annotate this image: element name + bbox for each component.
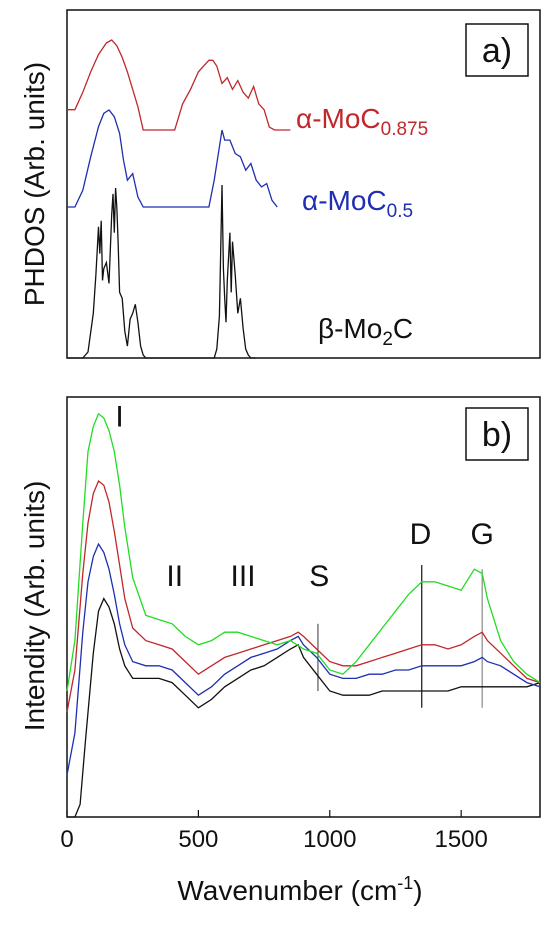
xtick-label-0: 0 xyxy=(60,826,73,853)
peak-label-d: D xyxy=(410,518,432,551)
panel-a-ylabel: PHDOS (Arb. units) xyxy=(19,62,50,306)
series-line-blue xyxy=(66,542,541,776)
peak-label-ii: II xyxy=(166,560,183,593)
panel-a-legend: α-MoC0.875 α-MoC0.5 β-Mo2C xyxy=(296,103,428,350)
panel-b-ylabel: Intendity (Arb. units) xyxy=(19,481,50,732)
xtick-label-1000: 1000 xyxy=(303,826,356,853)
panel-b-peak-labels: III III SD G xyxy=(115,400,493,593)
panel-b: 0 500 1000 1500 III III SD G b) Intendity (Arb… xyxy=(19,396,541,906)
panel-b-markers xyxy=(317,565,483,708)
series-line-green xyxy=(66,412,541,692)
panel-b-label: b) xyxy=(482,416,512,454)
panel-b-xticks: 0 500 1000 1500 xyxy=(60,810,488,853)
panel-b-frame xyxy=(66,396,541,818)
panel-a-frame xyxy=(66,9,541,359)
xtick-label-500: 500 xyxy=(178,826,218,853)
legend-label-mo2c: β-Mo2C xyxy=(318,313,413,350)
peak-label-iii: III xyxy=(231,560,256,593)
peak-label-i: I xyxy=(115,400,123,433)
series-line-moc0-875 xyxy=(67,39,291,131)
series-line-moc0-5 xyxy=(67,109,278,208)
xtick-label-1500: 1500 xyxy=(434,826,487,853)
series-line-black xyxy=(67,597,541,818)
legend-label-moc0-5: α-MoC0.5 xyxy=(302,185,413,222)
panel-a-series-group xyxy=(67,39,291,359)
panel-a-label: a) xyxy=(482,32,512,70)
x-axis-label-tail: ) xyxy=(413,875,422,906)
peak-label-s: S xyxy=(309,560,329,593)
legend-label-moc0-875: α-MoC0.875 xyxy=(296,103,428,140)
series-line-red xyxy=(66,479,541,713)
x-axis-label-sup: -1 xyxy=(397,873,413,893)
x-axis-label: Wavenumber (cm-1) xyxy=(177,873,422,906)
panel-a: a) PHDOS (Arb. units) α-MoC0.875 α-MoC0.5… xyxy=(19,9,541,359)
panel-b-series-group xyxy=(66,412,541,818)
peak-label-g: G xyxy=(471,518,494,551)
x-axis-label-main: Wavenumber (cm xyxy=(177,875,397,906)
panel-a-label-box xyxy=(465,23,529,77)
series-line-mo2c xyxy=(67,184,257,359)
panel-b-label-box xyxy=(465,407,529,461)
